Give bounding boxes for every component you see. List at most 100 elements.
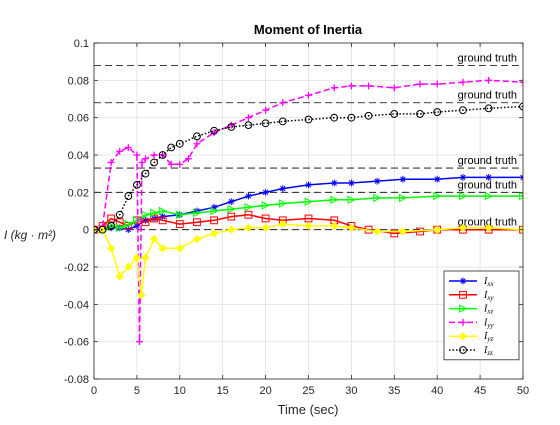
series-yz-point <box>192 234 202 244</box>
series-zz-point <box>433 108 442 116</box>
series-yy-point <box>116 147 124 155</box>
series-xx-point-part <box>374 178 380 184</box>
series-xx-point-part <box>280 185 286 192</box>
series-xz-point <box>141 210 150 219</box>
y-axis-label: I (kg · m²) <box>4 228 56 242</box>
series-xx-point <box>433 175 441 183</box>
series-zz-point <box>459 106 467 115</box>
series-yy-point <box>330 84 338 92</box>
legend-item-xz-label: Ixz <box>483 304 493 316</box>
y-tick-label: 0 <box>83 225 89 237</box>
series-xz-point <box>133 216 142 225</box>
series-yy-point <box>305 91 312 99</box>
series-zz-point <box>304 115 313 124</box>
series-xz-point <box>484 191 494 201</box>
series-xx-point <box>459 174 467 181</box>
series-xz-point <box>398 193 408 203</box>
series-xz-point <box>124 219 133 229</box>
legend-item-xx-subscript: xx <box>486 280 494 288</box>
series-xy-point <box>244 210 253 219</box>
series-yy-line <box>94 79 523 342</box>
series-yy-point <box>390 84 398 92</box>
legend-item-xx-marker-part <box>460 278 466 284</box>
series-zz-point <box>124 192 133 200</box>
series-xz-point <box>519 191 523 201</box>
series-xx-point <box>262 188 269 196</box>
y-tick-label: 0.04 <box>68 150 89 162</box>
series-zz-point <box>330 113 339 122</box>
series-yz-point <box>261 223 270 232</box>
series-yz-point <box>158 244 167 253</box>
legend-item-xx-marker <box>459 277 467 285</box>
ground-truth-label: ground truth <box>458 90 517 102</box>
series-xx-point-part <box>262 189 269 196</box>
series-xy-point <box>141 218 150 227</box>
series-yz-point <box>244 223 253 232</box>
series-zz-point <box>150 158 158 167</box>
ticks: 0 5 10 15 20 25 30 35 40 45 50 -0.08 -0.06 -0.04 -0.02… <box>64 38 529 397</box>
series-xz-point <box>227 204 236 214</box>
series-zz-point <box>210 126 219 135</box>
series-yy-point <box>193 140 201 148</box>
legend-item-yy-label: Iyy <box>483 317 494 329</box>
x-tick-label: 50 <box>517 385 529 397</box>
series-yz-point <box>330 221 339 231</box>
series-xx-point <box>373 177 381 185</box>
series-xy-point <box>227 212 236 221</box>
series-xy-point <box>210 216 219 225</box>
series-xz-point <box>210 206 219 216</box>
y-tick-label: 0.02 <box>68 187 89 199</box>
y-tick-label: -0.08 <box>64 374 89 386</box>
legend-item-xx-label: Ixx <box>483 276 494 288</box>
series-xz-point <box>244 203 253 212</box>
series-xx-point <box>399 175 407 183</box>
series-zz-point <box>158 151 167 159</box>
series-xx-point-part <box>520 176 523 181</box>
series-yy-point <box>459 78 467 86</box>
ground-truth-label: ground truth <box>458 179 517 191</box>
series-xz-point <box>150 208 159 218</box>
series-zz-point <box>261 119 270 128</box>
legend-item-yz-marker <box>458 332 468 341</box>
series-yz-point <box>149 234 159 244</box>
series-yy-point <box>142 155 149 163</box>
legend-item-zz-subscript: zz <box>486 349 493 357</box>
x-tick-label: 25 <box>302 385 314 397</box>
series-xy-point <box>107 214 116 223</box>
series-xz-point <box>459 191 468 201</box>
series-xx-point-part <box>400 176 406 183</box>
series-zz-point <box>175 139 184 148</box>
series-xz-point <box>330 195 339 205</box>
series-zz-point <box>98 225 107 234</box>
series-zz-point <box>167 143 176 152</box>
series-yy-point <box>279 99 287 107</box>
series-zz-point <box>347 113 356 122</box>
legend-item-yz-label: Iyz <box>483 331 493 343</box>
series-yz-point <box>227 225 236 234</box>
legend-item-yz-subscript: yz <box>486 335 493 343</box>
series-zz-line <box>94 105 523 231</box>
series-yy-point <box>150 151 158 159</box>
y-tick-label: 0.08 <box>68 75 89 87</box>
series-yz-point <box>210 229 219 238</box>
series-xx-point-part <box>460 174 466 181</box>
x-tick-label: 35 <box>388 385 400 397</box>
series-xz-point <box>433 191 442 201</box>
series-xx-point <box>348 179 355 187</box>
x-tick-label: 15 <box>217 385 229 397</box>
series-yy-point <box>124 144 132 151</box>
series-yy-point <box>227 121 235 129</box>
series-xz-point <box>175 210 185 219</box>
series-yz-point <box>433 225 442 234</box>
series-xz-point <box>193 208 202 218</box>
series-yz-point <box>141 253 150 262</box>
chart-title: Moment of Inertia <box>254 22 363 37</box>
series-xx-point <box>519 174 523 181</box>
series-yy-point <box>416 80 424 88</box>
series-xy-point <box>416 227 424 236</box>
series-xx-point <box>330 179 338 187</box>
series-yy-point <box>176 160 184 168</box>
series-xy-point <box>158 216 167 225</box>
series-zz-point <box>364 111 373 120</box>
ground-truth-label: ground truth <box>458 217 517 229</box>
